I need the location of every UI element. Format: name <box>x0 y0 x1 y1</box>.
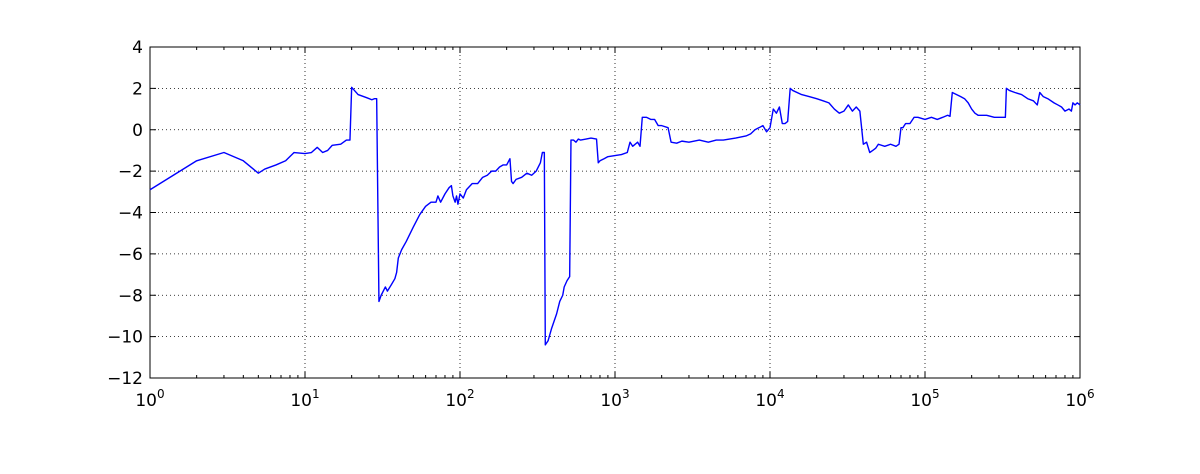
x-tick-label: 100 <box>135 387 164 411</box>
series-group <box>149 86 1081 346</box>
y-tick-label: −4 <box>118 204 143 224</box>
x-tick-label: 102 <box>445 387 474 411</box>
x-tick-labels: 100 101 102 103 104 105 106 <box>135 387 1094 411</box>
grid-lines <box>150 47 1080 378</box>
x-tick-label: 104 <box>755 387 784 411</box>
y-tick-label: −10 <box>107 328 143 348</box>
x-tick-label: 106 <box>1065 387 1094 411</box>
y-tick-label: −6 <box>118 245 143 265</box>
y-tick-label: −2 <box>118 162 143 182</box>
y-tick-label: −12 <box>107 369 143 389</box>
y-tick-label: −8 <box>118 286 143 306</box>
y-tick-label: 0 <box>132 121 143 141</box>
series-line <box>149 86 1081 346</box>
x-tick-label: 101 <box>290 387 319 411</box>
y-tick-label: 2 <box>132 79 143 99</box>
axis-ticks <box>149 46 1081 379</box>
x-tick-label: 105 <box>910 387 939 411</box>
y-tick-label: 4 <box>132 38 143 58</box>
y-tick-labels: 4 2 0 −2 −4 −6 −8 −10 −12 <box>107 38 143 389</box>
x-tick-label: 103 <box>600 387 629 411</box>
